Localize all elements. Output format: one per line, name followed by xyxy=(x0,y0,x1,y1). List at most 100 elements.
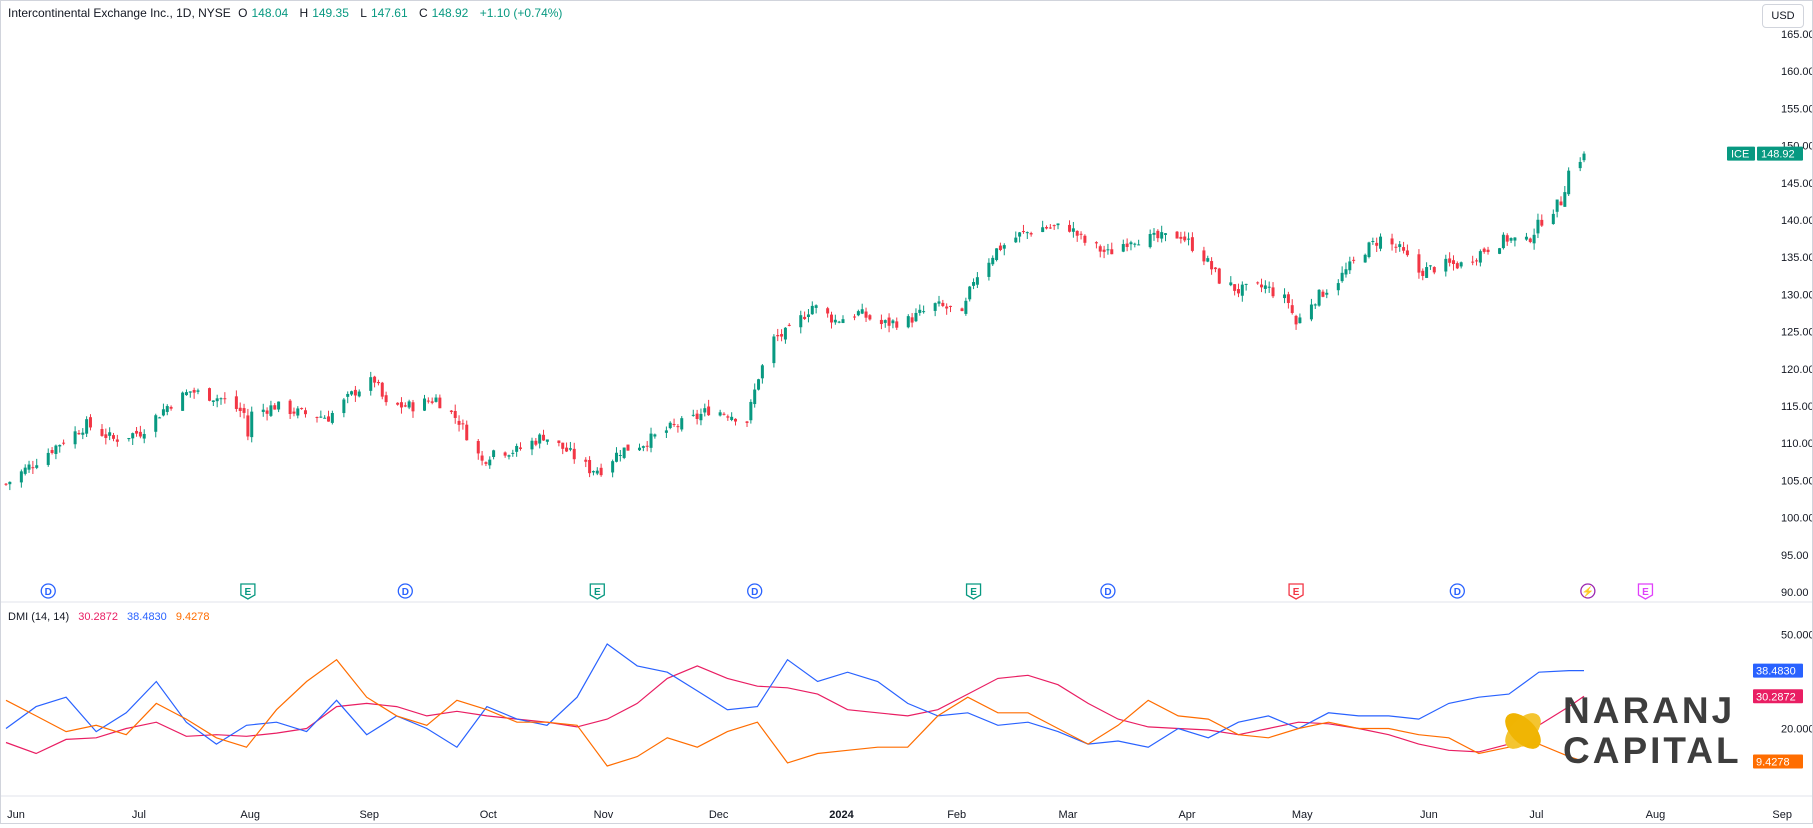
candle-body xyxy=(169,406,173,409)
candle-body xyxy=(1501,234,1505,249)
candle-body xyxy=(1129,242,1133,245)
candle-body xyxy=(1202,250,1206,262)
currency-button[interactable]: USD xyxy=(1762,4,1804,28)
candle-body xyxy=(1432,267,1436,273)
time-axis-tick: Aug xyxy=(1646,809,1666,821)
candle-body xyxy=(864,311,868,318)
time-axis-tick: Oct xyxy=(480,809,497,821)
candle-body xyxy=(303,410,307,415)
candle-body xyxy=(806,314,810,317)
close-label: C xyxy=(418,6,428,20)
candle-body xyxy=(879,319,883,325)
candle-body xyxy=(465,424,469,441)
dmi-tag-box xyxy=(1753,663,1803,678)
candle-body xyxy=(81,432,85,435)
candle-body xyxy=(626,444,630,451)
dmi-line-minusdi xyxy=(5,658,1585,767)
candle-body xyxy=(1183,236,1187,241)
candle-body xyxy=(1179,236,1183,239)
candle-body xyxy=(968,286,972,300)
time-axis-tick: 2024 xyxy=(829,809,854,821)
candle-body xyxy=(810,305,814,315)
symbol-description[interactable]: Intercontinental Exchange Inc., 1D, NYSE xyxy=(8,6,231,20)
event-marker xyxy=(1288,583,1304,600)
candle-body xyxy=(1267,286,1271,288)
candle-body xyxy=(565,447,569,452)
candle-body xyxy=(757,379,761,390)
candle-body xyxy=(826,308,830,314)
candle-body xyxy=(207,388,211,401)
candle-body xyxy=(261,409,265,412)
candle-body xyxy=(664,430,668,433)
candle-body xyxy=(234,396,238,409)
event-marker-letter: ⚡ xyxy=(1582,585,1594,598)
price-axis-tick: 110.00 xyxy=(1781,438,1812,450)
candle-body xyxy=(1317,289,1321,306)
candle-body xyxy=(265,410,269,414)
price-axis-tick: 95.00 xyxy=(1781,550,1809,562)
candle-body xyxy=(776,335,780,337)
candle-body xyxy=(918,309,922,313)
price-axis-tick: 160.00 xyxy=(1781,66,1812,78)
candle-body xyxy=(215,398,219,402)
candle-body xyxy=(430,401,434,403)
price-tag-ticker-box xyxy=(1727,146,1755,161)
candle-body xyxy=(1175,231,1179,239)
event-marker-letter: D xyxy=(751,587,758,598)
candle-body xyxy=(407,401,411,408)
candle-body xyxy=(219,398,223,400)
candle-body xyxy=(814,305,818,308)
dmi-label[interactable]: DMI (14, 14) xyxy=(8,611,70,623)
candle-body xyxy=(476,441,480,454)
candle-body xyxy=(998,245,1002,250)
candle-body xyxy=(591,471,595,473)
candle-body xyxy=(480,455,484,461)
time-axis-tick: Jul xyxy=(1529,809,1543,821)
candle-body xyxy=(618,455,622,457)
candle-body xyxy=(722,413,726,415)
candle-body xyxy=(380,382,384,397)
candle-body xyxy=(695,413,699,420)
candle-body xyxy=(1367,242,1371,258)
candle-body xyxy=(112,435,116,439)
candle-body xyxy=(250,411,254,438)
candle-body xyxy=(964,300,968,314)
candle-body xyxy=(680,418,684,430)
candle-body xyxy=(353,389,357,396)
candle-body xyxy=(1363,254,1367,263)
candle-body xyxy=(1348,261,1352,271)
brand-line1: NARANJ xyxy=(1563,690,1735,731)
candle-body xyxy=(1340,272,1344,282)
candle-body xyxy=(749,401,753,421)
candle-body xyxy=(23,467,27,474)
candle-body xyxy=(461,423,465,425)
candle-body xyxy=(949,305,953,307)
candle-body xyxy=(906,316,910,328)
candle-body xyxy=(1421,270,1425,276)
candle-body xyxy=(1498,248,1502,254)
candle-body xyxy=(434,397,438,402)
candle-body xyxy=(945,306,949,309)
price-axis-tick: 105.00 xyxy=(1781,475,1812,487)
dmi-legend: DMI (14, 14) 30.2872 38.4830 9.4278 xyxy=(8,611,216,623)
candle-body xyxy=(484,462,488,464)
price-axis-tick: 140.00 xyxy=(1781,215,1812,227)
event-marker-letter: E xyxy=(970,587,977,598)
candle-body xyxy=(1102,249,1106,252)
candle-body xyxy=(246,415,250,437)
candle-body xyxy=(277,401,281,410)
candle-body xyxy=(1187,238,1191,240)
high-label: H xyxy=(299,6,309,20)
time-axis-tick: Aug xyxy=(240,809,260,821)
candle-body xyxy=(1321,291,1325,297)
candle-body xyxy=(653,434,657,437)
candle-body xyxy=(158,417,162,419)
candle-body xyxy=(488,459,492,466)
candle-body xyxy=(449,410,453,413)
candle-body xyxy=(837,321,841,323)
candle-body xyxy=(1244,283,1248,285)
candle-body xyxy=(987,262,991,277)
dmi-axis-tick: 20.0000 xyxy=(1781,723,1812,735)
candle-body xyxy=(1106,249,1110,251)
